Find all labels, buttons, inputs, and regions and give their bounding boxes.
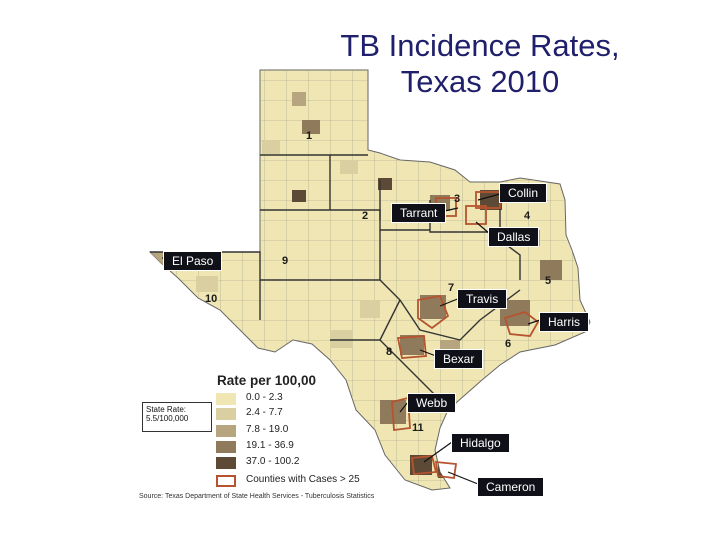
- region-number: 6: [505, 338, 512, 350]
- legend-swatch: [216, 441, 236, 453]
- callout-webb: Webb: [407, 393, 457, 413]
- county-shade: [292, 92, 306, 106]
- legend-label: Counties with Cases > 25: [246, 474, 360, 485]
- county-shade: [196, 276, 218, 292]
- region-number: 11: [412, 422, 424, 434]
- region-number: 3: [454, 193, 461, 205]
- callout-collin: Collin: [499, 183, 548, 203]
- legend-swatch: [216, 457, 236, 469]
- callout-travis: Travis: [457, 289, 508, 309]
- callout-hidalgo: Hidalgo: [451, 433, 510, 453]
- legend-label: 0.0 - 2.3: [246, 392, 283, 403]
- legend-swatch: [216, 393, 236, 405]
- county-shade: [400, 335, 424, 355]
- legend-swatch: [216, 408, 236, 420]
- region-number: 10: [205, 293, 218, 305]
- region-number: 5: [545, 275, 552, 287]
- callout-harris: Harris: [539, 312, 589, 332]
- region-number: 9: [282, 255, 289, 267]
- legend-label: 7.8 - 19.0: [246, 424, 289, 435]
- callout-cameron: Cameron: [477, 477, 545, 497]
- region-number: 8: [386, 346, 393, 358]
- region-number: 4: [524, 210, 531, 222]
- county-shade: [292, 190, 306, 202]
- county-shade: [540, 260, 562, 280]
- legend-title: Rate per 100,00: [217, 373, 317, 388]
- county-shade: [340, 160, 358, 174]
- county-shade: [378, 178, 392, 190]
- legend-swatch-outline: [216, 475, 236, 487]
- state-rate-box: State Rate: 5.5/100,000: [142, 402, 212, 432]
- callout-el-paso: El Paso: [163, 251, 223, 271]
- legend-label: 19.1 - 36.9: [246, 440, 294, 451]
- title-line-2: Texas 2010: [400, 64, 560, 99]
- callout-tarrant: Tarrant: [391, 203, 447, 223]
- source-note: Source: Texas Department of State Health…: [139, 493, 375, 500]
- map-title: TB Incidence Rates, Texas 2010: [300, 28, 660, 100]
- region-number: 7: [448, 282, 455, 294]
- callout-dallas: Dallas: [488, 227, 540, 247]
- region-number: 1: [306, 130, 313, 142]
- callout-bexar: Bexar: [434, 349, 484, 369]
- legend-label: 37.0 - 100.2: [246, 456, 300, 467]
- county-shade: [302, 120, 320, 134]
- title-line-1: TB Incidence Rates,: [340, 28, 620, 63]
- legend-label: 2.4 - 7.7: [246, 407, 283, 418]
- county-shade: [262, 140, 280, 154]
- region-number: 2: [362, 210, 369, 222]
- legend-swatch: [216, 425, 236, 437]
- county-shade: [360, 300, 380, 318]
- county-shade: [330, 330, 352, 348]
